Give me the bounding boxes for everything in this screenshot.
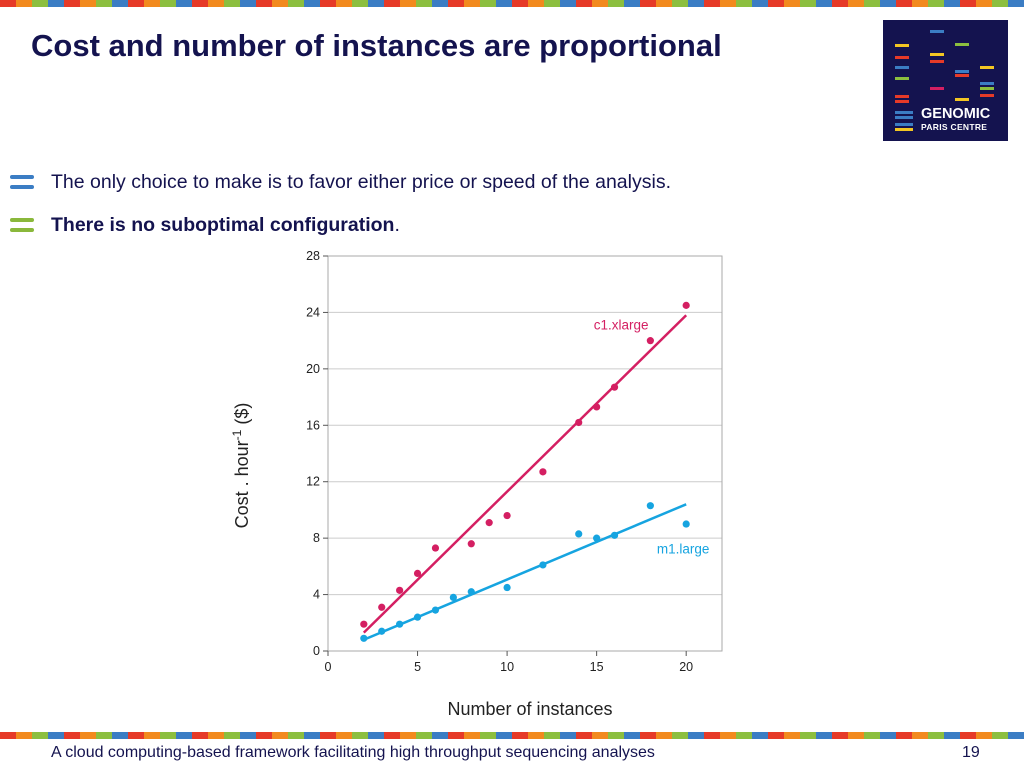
- x-tick-label: 0: [325, 660, 332, 674]
- y-tick-label: 4: [313, 588, 320, 602]
- series-label-c1-xlarge: c1.xlarge: [594, 317, 649, 332]
- data-point-m1-large: [593, 534, 601, 542]
- y-tick-label: 0: [313, 644, 320, 658]
- cost-vs-instances-chart: 0 4 8 12 16 20 24 28 0 5 10 15 20 Number of instances…: [230, 249, 723, 719]
- page-number: 19: [962, 744, 980, 761]
- bullet-2-bold: There is no suboptimal configuration: [51, 213, 395, 236]
- data-point-c1-xlarge: [593, 403, 601, 411]
- top-color-stripe: [0, 0, 1024, 7]
- data-point-c1-xlarge: [360, 620, 368, 628]
- logo-dashes-graphic: [895, 30, 994, 131]
- fit-line-c1-xlarge: [362, 314, 688, 634]
- bullet-2-text: There is no suboptimal configuration.: [51, 214, 400, 237]
- y-tick-label: 28: [306, 249, 320, 263]
- bullet-2-suffix: .: [394, 213, 400, 236]
- data-point-c1-xlarge: [485, 519, 493, 527]
- y-axis-title: Cost . hour-1 ($): [230, 403, 252, 529]
- data-point-c1-xlarge: [610, 383, 619, 391]
- logo-text-genomic: GENOMIC: [921, 106, 991, 122]
- data-point-m1-large: [575, 530, 583, 538]
- plot-frame: [327, 255, 723, 652]
- data-point-c1-xlarge: [646, 337, 654, 345]
- x-tick-label: 10: [500, 660, 514, 674]
- data-point-m1-large: [449, 593, 457, 601]
- footer-text: A cloud computing-based framework facili…: [51, 744, 655, 761]
- series-label-m1-large: m1.large: [657, 542, 710, 557]
- data-point-m1-large: [539, 561, 547, 569]
- y-tick-label: 8: [313, 531, 320, 545]
- fit-line-m1-large: [363, 503, 687, 641]
- data-point-c1-xlarge: [431, 544, 440, 552]
- x-axis-title: Number of instances: [447, 699, 612, 719]
- data-point-m1-large: [378, 627, 386, 635]
- data-point-m1-large: [610, 531, 619, 539]
- bullet-marker-blue-icon: [10, 175, 34, 189]
- bullet-marker-green-icon: [10, 218, 34, 232]
- slide-title: Cost and number of instances are proport…: [31, 28, 722, 63]
- x-tick-label: 20: [679, 660, 693, 674]
- data-point-m1-large: [646, 502, 654, 510]
- data-point-m1-large: [467, 588, 475, 596]
- y-tick-label: 12: [306, 475, 320, 489]
- y-tick-label: 16: [306, 418, 320, 432]
- data-point-c1-xlarge: [575, 418, 583, 427]
- data-point-m1-large: [413, 613, 422, 621]
- bottom-color-stripe: [0, 732, 1024, 739]
- bullet-2: There is no suboptimal configuration.: [10, 214, 400, 237]
- data-point-m1-large: [396, 620, 404, 628]
- data-point-c1-xlarge: [539, 468, 547, 476]
- genomic-paris-centre-logo: GENOMIC PARIS CENTRE: [883, 20, 1008, 141]
- y-tick-label: 20: [306, 362, 320, 376]
- data-point-c1-xlarge: [396, 586, 404, 594]
- data-point-c1-xlarge: [682, 301, 690, 309]
- data-point-c1-xlarge: [413, 569, 422, 578]
- bullet-1: The only choice to make is to favor eith…: [10, 170, 671, 193]
- y-tick-label: 24: [306, 305, 320, 319]
- data-point-m1-large: [682, 520, 690, 528]
- data-point-c1-xlarge: [503, 511, 511, 520]
- x-tick-label: 15: [590, 660, 604, 674]
- data-point-m1-large: [503, 583, 511, 592]
- data-point-c1-xlarge: [378, 603, 386, 611]
- data-point-c1-xlarge: [467, 540, 475, 548]
- data-point-m1-large: [360, 634, 368, 642]
- x-tick-label: 5: [414, 660, 421, 674]
- data-point-m1-large: [431, 606, 440, 614]
- logo-text-paris-centre: PARIS CENTRE: [921, 122, 988, 132]
- bullet-1-text: The only choice to make is to favor eith…: [51, 170, 671, 193]
